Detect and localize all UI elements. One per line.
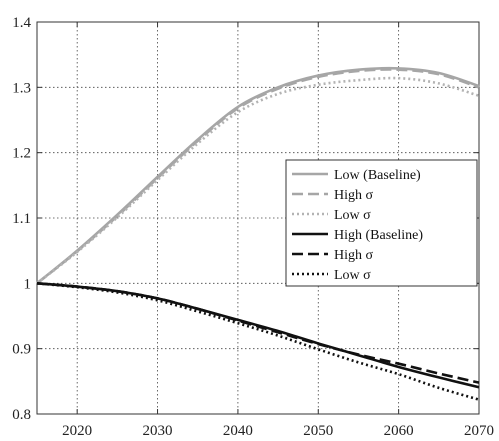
legend-box: [285, 159, 478, 287]
x-tick-label: 2050: [303, 423, 333, 439]
x-tick-label: 2070: [464, 423, 494, 439]
x-tick-label: 2030: [143, 423, 173, 439]
legend-label: Low (Baseline): [334, 168, 421, 183]
y-tick-label: 0.9: [12, 342, 31, 358]
x-tick-label: 2020: [62, 423, 92, 439]
series-line-4: [36, 282, 480, 389]
y-axis-tick-labels: 0.8 0.9 1 1.1 1.2 1.3 1.4: [12, 15, 31, 423]
y-tick-label: 1.3: [12, 80, 31, 96]
y-tick-label: 1.1: [12, 211, 31, 227]
x-tick-label: 2040: [223, 423, 253, 439]
legend-label: Low σ: [334, 268, 371, 283]
x-tick-label: 2060: [384, 423, 414, 439]
series-lines: [36, 66, 480, 401]
series-line-5: [36, 282, 480, 384]
y-tick-label: 0.8: [12, 407, 31, 423]
series-line-6: [36, 282, 480, 401]
y-tick-label: 1: [24, 276, 32, 292]
legend-label: High (Baseline): [334, 228, 423, 243]
series-line-3: [36, 76, 480, 285]
legend-label: Low σ: [334, 208, 371, 223]
y-tick-label: 1.4: [12, 15, 31, 31]
legend-label: High σ: [334, 248, 374, 263]
legend: Low (Baseline) High σ Low σ High (Baseline)…: [285, 159, 478, 287]
x-axis-tick-labels: 2020 2030 2040 2050 2060 2070: [62, 423, 494, 439]
legend-label: High σ: [334, 188, 374, 203]
y-tick-label: 1.2: [12, 146, 31, 162]
